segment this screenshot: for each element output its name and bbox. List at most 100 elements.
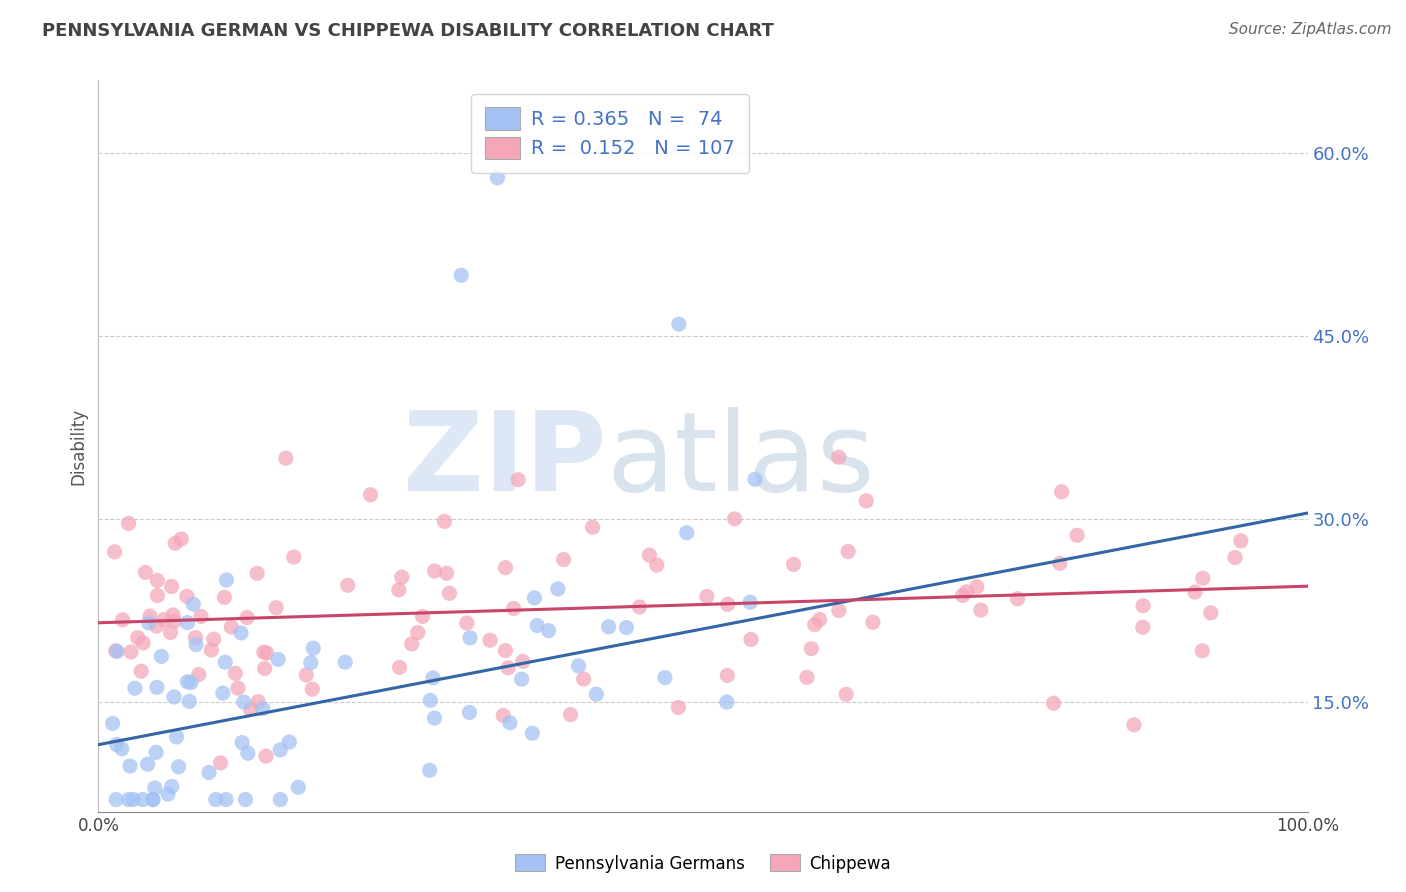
Point (176, 674, 198, 689)
Point (165, 536, 187, 550)
Point (436, 566, 458, 581)
Point (269, 743, 291, 757)
Point (111, 741, 134, 756)
Point (198, 765, 221, 780)
Point (235, 792, 257, 806)
Point (803, 617, 825, 632)
Point (232, 695, 254, 709)
Point (782, 558, 804, 572)
Point (231, 736, 253, 750)
Point (167, 760, 190, 774)
Point (132, 792, 155, 806)
Point (585, 687, 607, 701)
Point (247, 695, 270, 709)
Point (1192, 571, 1215, 585)
Point (828, 450, 851, 465)
Point (388, 660, 411, 674)
Point (458, 631, 481, 645)
Point (190, 609, 212, 624)
Text: Source: ZipAtlas.com: Source: ZipAtlas.com (1229, 22, 1392, 37)
Point (581, 520, 603, 534)
Point (510, 672, 533, 686)
Point (616, 620, 638, 634)
Point (302, 641, 325, 656)
Text: atlas: atlas (606, 407, 875, 514)
Point (105, 644, 128, 658)
Point (142, 792, 165, 806)
Point (638, 548, 661, 562)
Point (955, 585, 977, 599)
Point (496, 661, 519, 675)
Y-axis label: Disability: Disability (69, 408, 87, 484)
Point (668, 317, 690, 331)
Point (162, 607, 184, 622)
Point (153, 613, 176, 627)
Point (160, 780, 183, 794)
Point (716, 598, 738, 612)
Point (122, 792, 145, 806)
Point (512, 654, 534, 668)
Point (111, 613, 134, 627)
Point (105, 792, 128, 806)
Point (163, 614, 186, 628)
Point (492, 708, 515, 723)
Point (299, 656, 322, 670)
Point (184, 638, 207, 652)
Point (170, 532, 193, 546)
Point (628, 599, 651, 614)
Point (572, 672, 595, 686)
Point (136, 757, 159, 772)
Point (740, 632, 762, 647)
Point (283, 550, 305, 565)
Point (215, 792, 238, 806)
Point (716, 695, 738, 709)
Point (150, 649, 173, 664)
Point (598, 620, 620, 634)
Point (1066, 528, 1088, 542)
Point (494, 643, 516, 657)
Point (1007, 591, 1029, 606)
Point (254, 749, 277, 764)
Point (295, 668, 318, 682)
Point (360, 488, 382, 502)
Point (724, 512, 747, 526)
Point (146, 681, 169, 695)
Point (456, 615, 478, 630)
Point (101, 716, 124, 731)
Point (423, 564, 446, 578)
Point (156, 787, 179, 801)
Point (567, 658, 589, 673)
Point (808, 613, 831, 627)
Point (423, 711, 446, 725)
Point (264, 600, 287, 615)
Point (134, 566, 156, 580)
Point (716, 668, 738, 682)
Point (1132, 620, 1154, 634)
Point (301, 682, 323, 697)
Point (160, 580, 183, 594)
Point (388, 582, 411, 597)
Legend: Pennsylvania Germans, Chippewa: Pennsylvania Germans, Chippewa (508, 847, 898, 880)
Point (439, 586, 461, 600)
Point (142, 792, 165, 806)
Point (212, 686, 235, 700)
Point (835, 687, 858, 701)
Point (1042, 696, 1064, 710)
Point (547, 582, 569, 596)
Point (495, 560, 517, 574)
Point (862, 615, 884, 630)
Point (412, 609, 434, 624)
Point (828, 603, 851, 617)
Point (537, 624, 560, 638)
Point (1230, 533, 1253, 548)
Point (104, 643, 127, 657)
Point (796, 670, 818, 684)
Point (274, 451, 297, 466)
Point (966, 580, 988, 594)
Point (287, 780, 309, 795)
Point (120, 645, 142, 659)
Point (145, 745, 167, 759)
Point (837, 544, 859, 558)
Point (645, 558, 668, 572)
Point (146, 589, 169, 603)
